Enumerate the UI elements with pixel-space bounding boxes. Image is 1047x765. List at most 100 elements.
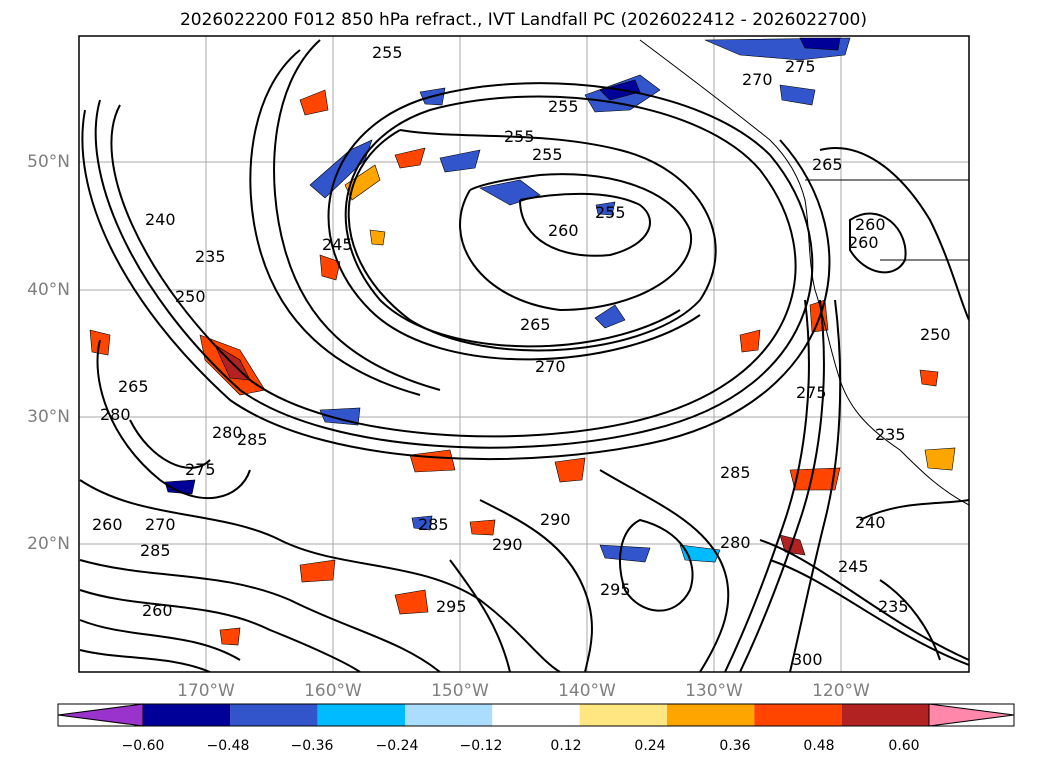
lat-label: 20°N [27,534,70,554]
contour-label: 285 [237,430,268,449]
lon-label: 140°W [558,681,616,701]
orange-blob [219,627,241,646]
contour-label: 285 [720,463,751,482]
colorbar-segment [667,704,755,726]
contour-label: 255 [372,43,403,62]
orange-blob [789,467,841,491]
contour-label: 270 [742,70,773,89]
colorbar-segment [317,704,405,726]
contour-label: 280 [212,423,243,442]
contour-label: 245 [838,557,869,576]
orange-blob [469,519,496,536]
orange-blob [919,369,939,387]
colorbar-segment [230,704,318,726]
lat-label: 30°N [27,407,70,427]
contour-label: 245 [322,235,353,254]
lat-label: 50°N [27,152,70,172]
orange-blob [299,559,336,583]
contour-label: 250 [175,287,206,306]
contour-label: 295 [600,580,631,599]
contour-label: 255 [595,203,626,222]
contour-label: 280 [720,533,751,552]
contour-label: 235 [195,247,226,266]
contour-label: 260 [855,215,886,234]
coastline [639,39,969,506]
orange-blob [369,229,386,246]
lon-label: 150°W [431,681,489,701]
colorbar-segment [405,704,493,726]
blue-blob [411,515,433,531]
contour-label: 235 [875,425,906,444]
contour-label: 275 [185,460,216,479]
blue-blob [595,201,616,216]
blue-blob [799,37,841,51]
contour-label: 285 [140,541,171,560]
blue-blob [779,84,816,106]
colorbar-segment [143,704,231,726]
map-frame [78,35,970,673]
colorbar-tick: −0.36 [290,738,334,754]
colorbar-extend-low [57,703,144,727]
colorbar-tick: 0.12 [550,738,582,754]
contour-label: 280 [100,405,131,424]
lon-label: 120°W [812,681,870,701]
contour-label: 275 [785,57,816,76]
contour-label: 260 [142,601,173,620]
colorbar-segment [579,704,667,726]
colorbar-tick: 0.24 [634,738,666,754]
contour-label: 250 [920,325,951,344]
orange-blob [924,447,956,471]
colorbar-segment [492,704,580,726]
contour-label: 275 [796,383,827,402]
contour-label: 290 [492,535,523,554]
contour-label: 260 [548,221,579,240]
blue-blob [594,304,626,329]
contour-label: 255 [504,127,535,146]
lon-label: 170°W [177,681,235,701]
blue-blob [164,479,196,495]
orange-blob [299,89,329,116]
colorbar-tick: −0.60 [121,738,165,754]
contour-label: 295 [436,597,467,616]
colorbar-tick: 0.36 [719,738,751,754]
contour-label: 300 [792,650,823,669]
contour-label: 240 [855,513,886,532]
colorbar-tick: 0.60 [888,738,920,754]
colorbar-tick: −0.48 [206,738,250,754]
refractivity-contours [79,39,969,672]
contour-label: 270 [145,515,176,534]
contour-label: 260 [92,515,123,534]
contour-label: 255 [548,97,579,116]
contour-label: 255 [532,145,563,164]
colorbar-tick: 0.48 [803,738,835,754]
colorbar-segment [841,704,929,726]
contour-label: 265 [812,155,843,174]
orange-blob [554,457,586,483]
lon-label: 160°W [304,681,362,701]
lat-label: 40°N [27,280,70,300]
orange-blob [739,329,761,353]
contour-label: 290 [540,510,571,529]
colorbar-frame [57,703,1015,727]
contour-label: 260 [848,233,879,252]
contour-label: 265 [520,315,551,334]
contour-label: 265 [118,377,149,396]
colorbar-tick: −0.12 [459,738,503,754]
contour-label: 285 [418,515,449,534]
contour-label: 270 [535,357,566,376]
orange-blob [319,254,341,281]
colorbar-extend-high [928,703,1015,727]
colorbar-segment [754,704,842,726]
contour-label: 240 [145,210,176,229]
contour-label-layer: 255 255 255 255 270 275 265 255 260 260 … [92,43,951,669]
colorbar-tick: −0.24 [375,738,419,754]
orange-blob [394,589,429,615]
blue-blob [599,544,651,563]
contour-label: 235 [878,597,909,616]
map-title: 2026022200 F012 850 hPa refract., IVT La… [179,10,867,30]
lon-label: 130°W [685,681,743,701]
colorbar-segments [57,703,1015,727]
blue-blob [439,149,481,173]
